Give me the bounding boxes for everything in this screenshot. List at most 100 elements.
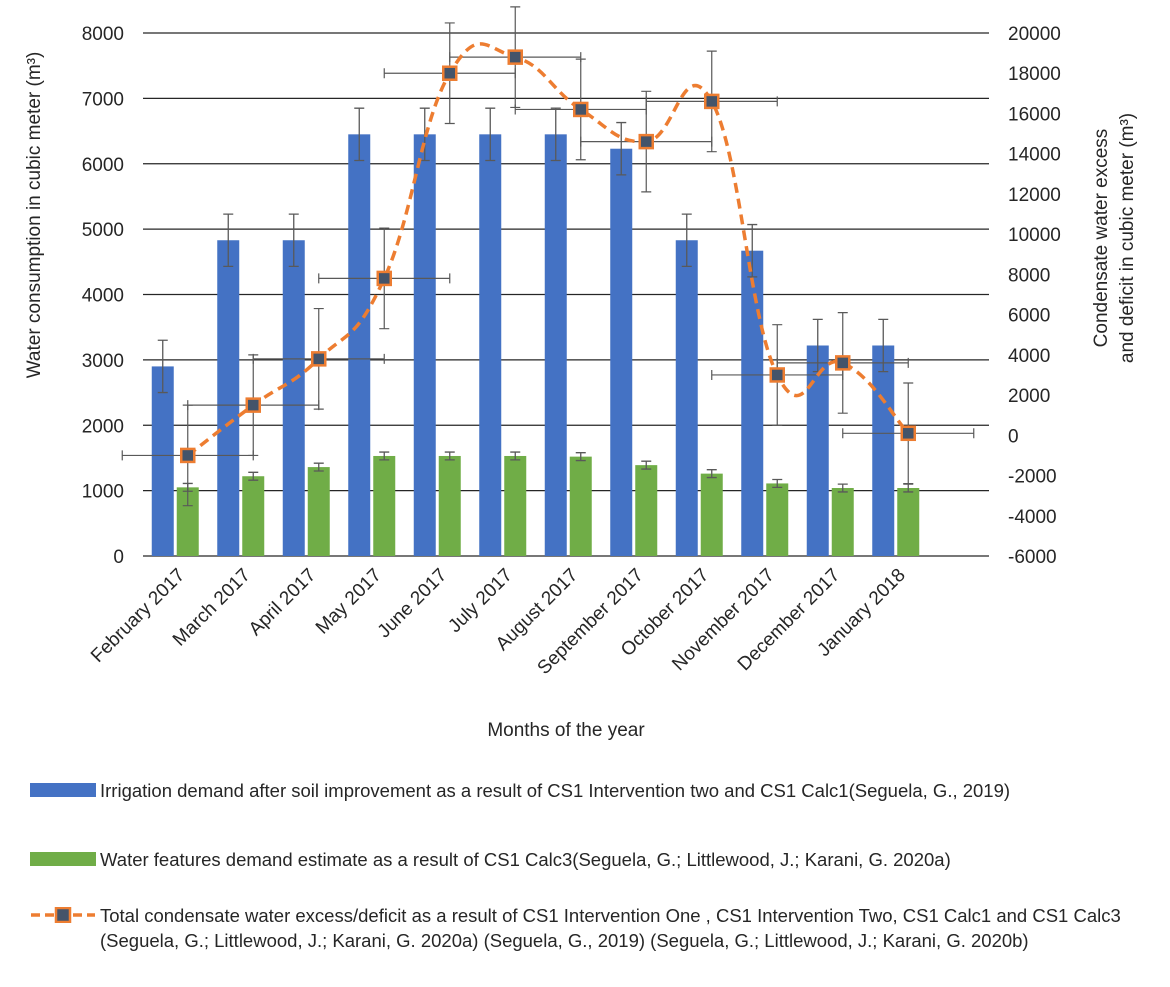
x-tick-label: June 2017 bbox=[374, 565, 452, 643]
legend-item-water-features: Water features demand estimate as a resu… bbox=[30, 847, 1160, 875]
y-tick-right: 20000 bbox=[1008, 24, 1061, 45]
y-axis-label-right-line1: Condensate water excess bbox=[1091, 129, 1112, 348]
bar-water-features bbox=[831, 488, 854, 556]
condensate-point bbox=[835, 355, 851, 371]
error-bar-water-features bbox=[248, 471, 259, 481]
error-bar-irrigation bbox=[616, 121, 627, 176]
y-tick-left: 4000 bbox=[82, 286, 124, 307]
bar-water-features bbox=[373, 455, 396, 556]
bar-irrigation bbox=[282, 240, 305, 556]
condensate-point bbox=[507, 49, 523, 65]
condensate-point bbox=[769, 367, 785, 383]
legend-swatch-orange-line bbox=[31, 907, 95, 923]
y-tick-left: 0 bbox=[113, 547, 124, 568]
error-bar-water-features bbox=[313, 462, 324, 472]
y-tick-right: 0 bbox=[1008, 426, 1019, 447]
left-axis-ticks: 0 1000 2000 3000 4000 5000 6000 7000 8000 bbox=[82, 24, 124, 568]
bar-water-features bbox=[766, 483, 789, 556]
bar-water-features bbox=[307, 467, 330, 556]
bar-water-features bbox=[504, 455, 527, 556]
error-bar-irrigation bbox=[550, 107, 561, 162]
y-tick-right: 4000 bbox=[1008, 346, 1050, 367]
y-tick-right: 8000 bbox=[1008, 265, 1050, 286]
bar-irrigation bbox=[741, 250, 764, 557]
y-tick-left: 8000 bbox=[82, 24, 124, 45]
y-tick-right: 2000 bbox=[1008, 386, 1050, 407]
error-bar-irrigation bbox=[681, 213, 692, 268]
bar-irrigation bbox=[217, 240, 240, 556]
condensate-point bbox=[311, 351, 327, 367]
error-bar-irrigation bbox=[747, 223, 758, 278]
bar-water-features bbox=[176, 487, 199, 556]
legend-label-condensate: Total condensate water excess/deficit as… bbox=[100, 905, 1121, 951]
error-bar-irrigation bbox=[354, 107, 365, 162]
error-bar-water-features bbox=[772, 478, 783, 489]
legend-label-water-features: Water features demand estimate as a resu… bbox=[100, 849, 951, 870]
error-bar-water-features bbox=[510, 451, 521, 461]
legend-item-condensate: Total condensate water excess/deficit as… bbox=[30, 903, 1160, 983]
error-bar-water-features bbox=[706, 469, 717, 479]
condensate-point bbox=[442, 65, 458, 81]
bar-water-features bbox=[438, 455, 461, 556]
y-tick-right: -4000 bbox=[1008, 507, 1057, 528]
y-axis-label-right-line2: and deficit in cubic meter (m³) bbox=[1117, 113, 1138, 363]
y-tick-left: 1000 bbox=[82, 482, 124, 503]
bar-water-features bbox=[897, 488, 920, 556]
bar-irrigation bbox=[151, 366, 174, 556]
y-tick-right: -6000 bbox=[1008, 547, 1057, 568]
x-tick-label: April 2017 bbox=[245, 565, 320, 640]
y-tick-right: 18000 bbox=[1008, 64, 1061, 85]
bar-irrigation bbox=[675, 240, 698, 556]
error-bar-irrigation bbox=[157, 339, 168, 394]
legend-label-irrigation: Irrigation demand after soil improvement… bbox=[100, 780, 1011, 801]
x-axis-label: Months of the year bbox=[487, 720, 645, 741]
bar-irrigation bbox=[479, 134, 502, 557]
bar-irrigation bbox=[610, 148, 633, 556]
bar-irrigation bbox=[806, 345, 829, 556]
y-tick-left: 7000 bbox=[82, 89, 124, 110]
y-tick-right: 6000 bbox=[1008, 306, 1050, 327]
condensate-point bbox=[704, 93, 720, 110]
bar-water-features bbox=[569, 456, 592, 556]
error-bar-water-features bbox=[444, 451, 455, 461]
y-tick-right: 16000 bbox=[1008, 104, 1061, 125]
legend-item-irrigation: Irrigation demand after soil improvement… bbox=[30, 778, 1160, 834]
y-tick-right: 12000 bbox=[1008, 185, 1061, 206]
error-bar-water-features bbox=[575, 452, 586, 462]
bar-irrigation bbox=[413, 134, 436, 557]
condensate-line bbox=[186, 42, 910, 457]
error-bar-water-features bbox=[641, 460, 652, 470]
y-tick-left: 3000 bbox=[82, 351, 124, 372]
condensate-point bbox=[180, 447, 196, 464]
y-tick-left: 6000 bbox=[82, 155, 124, 176]
error-bar-water-features bbox=[379, 451, 390, 461]
error-bar-irrigation bbox=[485, 107, 496, 162]
legend-swatch-green-bar bbox=[30, 852, 96, 866]
bar-irrigation bbox=[872, 345, 895, 556]
x-tick-label: February 2017 bbox=[87, 565, 189, 667]
y-tick-right: -2000 bbox=[1008, 467, 1057, 488]
bars bbox=[151, 107, 920, 557]
bar-water-features bbox=[635, 465, 658, 556]
y-tick-left: 2000 bbox=[82, 416, 124, 437]
line-series bbox=[121, 6, 975, 507]
condensate-point bbox=[573, 101, 589, 118]
error-bar-irrigation bbox=[223, 213, 234, 268]
bar-water-features bbox=[700, 473, 723, 556]
bar-irrigation bbox=[544, 134, 567, 557]
error-bar-irrigation bbox=[288, 213, 299, 268]
error-bar-water-features bbox=[837, 483, 848, 493]
y-axis-label-left: Water consumption in cubic meter (m³) bbox=[24, 52, 45, 379]
bar-water-features bbox=[242, 476, 265, 556]
condensate-point bbox=[900, 425, 916, 442]
y-tick-right: 14000 bbox=[1008, 145, 1061, 166]
bar-irrigation bbox=[348, 134, 371, 557]
condensate-point bbox=[638, 133, 654, 150]
y-tick-left: 5000 bbox=[82, 220, 124, 241]
legend-swatch-blue-bar bbox=[30, 783, 96, 797]
y-tick-right: 10000 bbox=[1008, 225, 1061, 246]
right-axis-ticks: -6000 -4000 -2000 0 2000 4000 6000 8000 10000 120… bbox=[1008, 24, 1061, 568]
condensate-point bbox=[376, 270, 392, 287]
